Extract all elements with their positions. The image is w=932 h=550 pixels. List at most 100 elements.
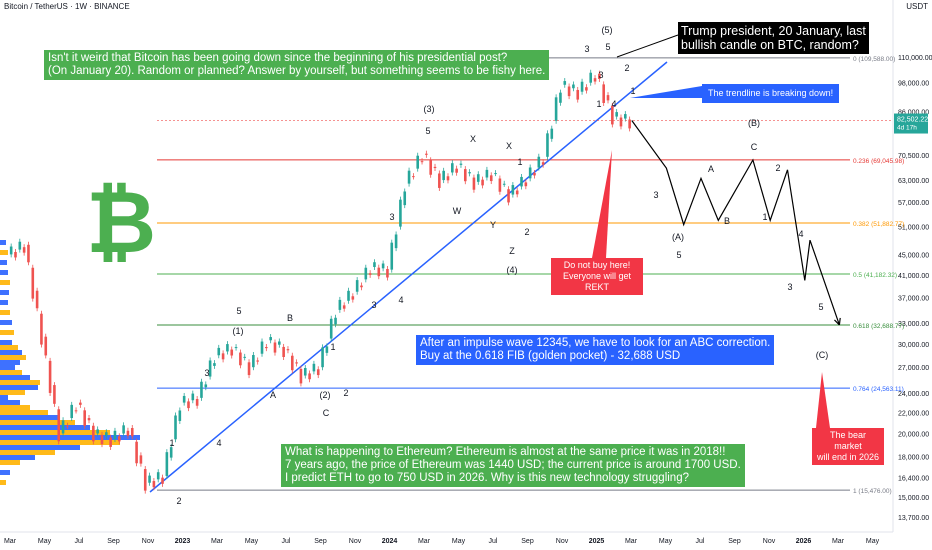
x-tick-label: 2026 [796,538,812,545]
candle-body [74,410,78,412]
x-tick-label: Sep [728,538,741,545]
y-tick-label: 20,000.00 [898,431,929,438]
candle-body [117,436,121,442]
volume-profile-bar [0,320,12,325]
fib-level-label: 0.382 (51,882.77) [853,221,904,228]
volume-profile-bar [0,365,15,370]
candle-body [234,347,238,349]
wave-label: 2 [624,63,629,73]
candle-body [412,176,415,178]
candle-body [247,362,251,376]
wave-label: W [453,206,462,216]
candle-body [14,251,17,258]
candle-body [100,434,104,445]
x-tick-label: Sep [107,538,120,545]
candle-body [126,430,130,436]
candle-body [446,176,450,181]
volume-profile-bar [0,470,10,475]
candle-body [152,481,156,488]
candle-body [485,169,489,178]
x-tick-label: Nov [763,538,776,545]
wave-label: 1 [517,157,522,167]
wave-label: (2) [320,390,331,400]
candle-body [472,177,476,190]
note-presidential-post: Isn't it weird that Bitcoin has been goi… [44,50,550,80]
projection-arrowhead [834,317,841,326]
candle-body [541,162,545,165]
last-price-countdown: 4d 17h [897,125,917,132]
candle-body [113,430,117,440]
candle-body [9,246,13,255]
volume-profile-bar [0,385,38,390]
candle-body [40,313,43,345]
x-tick-label: Jul [696,538,705,545]
x-tick-label: Jul [282,538,291,545]
candle-body [550,128,554,139]
wave-label: A [270,390,276,400]
candle-body [143,469,147,491]
last-price-tag [894,113,928,134]
candle-body [139,455,143,464]
volume-profile-bar [0,390,25,395]
x-tick-label: 2024 [382,538,398,545]
candle-body [394,234,398,249]
candle-body [282,346,285,358]
candle-body [135,441,138,464]
x-tick-label: May [659,538,673,545]
volume-profile-bar [0,370,22,375]
candle-body [515,190,519,195]
x-tick-label: Sep [314,538,327,545]
wave-label: 5 [818,302,823,312]
x-tick-label: Sep [521,538,534,545]
candle-body [403,191,407,206]
candle-body [269,337,272,341]
volume-profile-bar [0,270,8,275]
fib-level-label: 1 (15,476.00) [853,488,892,495]
candle-body [507,189,510,203]
wave-label: 4 [398,295,403,305]
wave-label: 4 [798,229,803,239]
candle-body [230,349,234,356]
wave-label: 2 [775,163,780,173]
wave-label: A [708,164,714,174]
candle-body [195,399,199,406]
candle-body [239,352,242,366]
candle-body [70,404,74,419]
candle-body [187,401,190,409]
candle-body [191,393,195,401]
candle-body [130,428,134,437]
trendline-pointer [630,86,702,98]
candle-body [208,360,212,377]
wave-label: (3) [424,104,435,114]
candle-body [580,81,584,92]
volume-profile-bar [0,280,10,285]
y-tick-label: 63,000.00 [898,178,929,185]
candle-body [57,409,61,442]
candle-body [156,472,160,480]
wave-label: 1 [596,99,601,109]
candle-body [256,360,259,362]
candle-body [200,381,203,398]
wave-label: 5 [605,42,610,52]
wave-label: 4 [611,99,616,109]
last-price-label: 82,502.22 [897,117,928,124]
currency-label: USDT [906,2,928,11]
candle-body [511,185,515,195]
volume-profile-bar [0,420,75,425]
wave-label: (1) [233,326,244,336]
wave-label: 2 [343,388,348,398]
candle-body [563,81,567,85]
y-tick-label: 30,000.00 [898,342,929,349]
candle-body [628,119,631,129]
candle-body [148,475,151,483]
candle-body [295,362,298,364]
candle-body [109,437,112,447]
fib-level-label: 0.618 (32,688.77) [853,323,904,330]
volume-profile-bar [0,445,80,450]
x-tick-label: Mar [4,538,17,545]
candle-body [360,285,363,288]
candle-body [122,425,125,434]
candle-body [455,168,458,173]
volume-profile-bar [0,435,140,440]
